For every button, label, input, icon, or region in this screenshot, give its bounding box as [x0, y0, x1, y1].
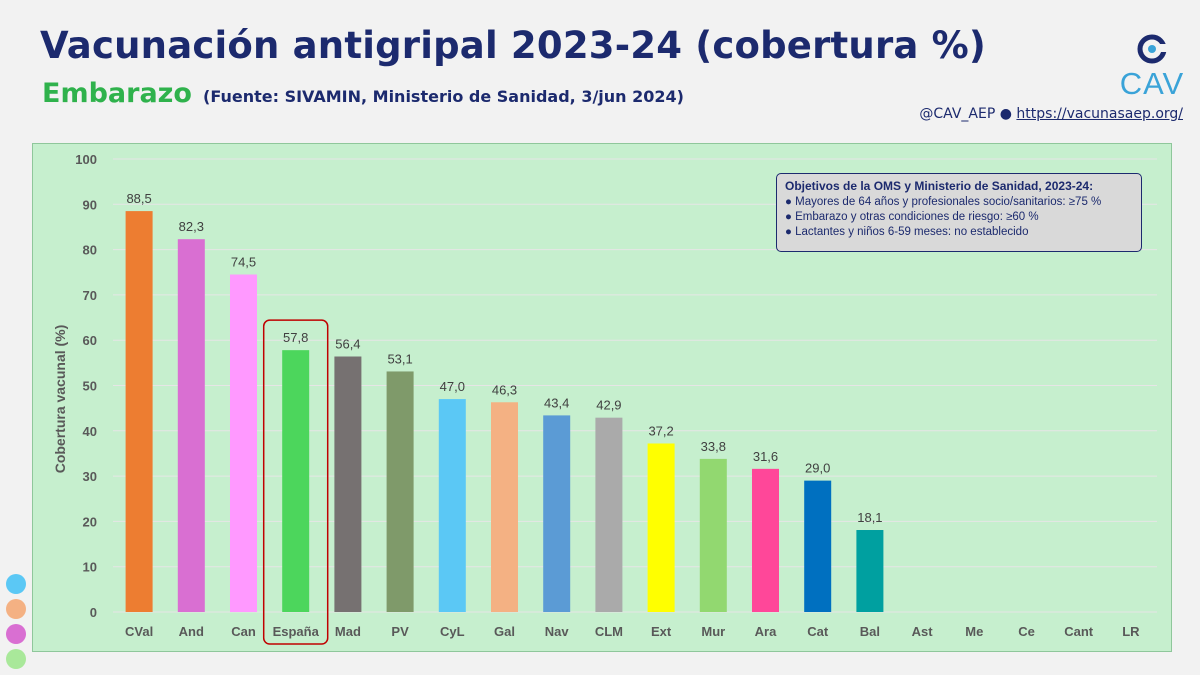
side-dots: [6, 574, 26, 674]
bar: [543, 415, 571, 612]
x-tick-label: Ara: [755, 624, 777, 639]
y-tick-label: 60: [83, 333, 97, 348]
x-tick-label: CLM: [595, 624, 623, 639]
bar-chart: 0 10 20 30 40 50 60 70 80 90 100 88,5 CVal 82,3 And 74,…: [52, 152, 1157, 645]
website-link[interactable]: https://vacunasaep.org/: [1016, 106, 1183, 122]
data-label: 42,9: [596, 398, 621, 413]
side-dot: [6, 649, 26, 669]
bar: [647, 443, 675, 612]
legend-item: ● Lactantes y niños 6-59 meses: no estab…: [785, 226, 1029, 238]
data-label: 53,1: [387, 351, 412, 366]
data-label: 29,0: [805, 461, 830, 476]
bar: [856, 530, 884, 612]
legend-title: Objetivos de la OMS y Ministerio de Sani…: [785, 179, 1094, 193]
y-tick-label: 20: [83, 514, 97, 529]
legend-item: ● Mayores de 64 años y profesionales soc…: [785, 196, 1102, 208]
data-label: 82,3: [179, 219, 204, 234]
side-dot: [6, 574, 26, 594]
x-tick-label: Mad: [335, 624, 361, 639]
bar: [334, 356, 362, 612]
page-title: Vacunación antigripal 2023-24 (cobertura…: [40, 24, 987, 67]
data-label: 47,0: [440, 379, 465, 394]
highlight-box: [262, 319, 329, 645]
credit-handle: @CAV_AEP ●: [919, 106, 1012, 122]
bar: [595, 417, 623, 612]
x-tick-label: Ast: [912, 624, 934, 639]
y-tick-label: 100: [75, 152, 97, 167]
cav-logo-icon: [1137, 34, 1168, 64]
logo-text: CAV: [1119, 66, 1185, 101]
data-label: 56,4: [335, 337, 360, 352]
x-tick-label: Cant: [1064, 624, 1094, 639]
bar: [177, 239, 205, 612]
bar: [230, 274, 257, 612]
data-label: 74,5: [231, 255, 256, 270]
x-tick-label: CVal: [125, 624, 153, 639]
x-tick-label: Gal: [494, 624, 515, 639]
bars: [125, 211, 884, 612]
x-tick-label: And: [179, 624, 204, 639]
bar: [491, 402, 518, 612]
y-tick-label: 30: [83, 469, 97, 484]
data-label: 57,8: [283, 330, 308, 345]
data-label: 31,6: [753, 449, 778, 464]
source-note: (Fuente: SIVAMIN, Ministerio de Sanidad,…: [203, 87, 684, 106]
x-tick-label: Nav: [545, 624, 570, 639]
subtitle: Embarazo: [42, 78, 192, 109]
legend-item: ● Embarazo y otras condiciones de riesgo…: [785, 211, 1039, 223]
bar: [125, 211, 153, 612]
y-tick-label: 10: [83, 560, 97, 575]
data-label: 33,8: [701, 439, 726, 454]
bar: [752, 468, 779, 612]
x-tick-label: PV: [391, 624, 409, 639]
x-tick-label: LR: [1122, 624, 1140, 639]
x-tick-label: Mur: [701, 624, 725, 639]
x-tick-label: España: [273, 624, 320, 639]
y-axis-label: Cobertura vacunal (%): [52, 325, 68, 474]
x-tick-label: Cat: [807, 624, 829, 639]
x-tick-label: Me: [965, 624, 983, 639]
side-dot: [6, 599, 26, 619]
x-tick-label: Ext: [651, 624, 672, 639]
data-label: 88,5: [126, 191, 151, 206]
y-tick-label: 50: [83, 379, 97, 394]
x-tick-label: CyL: [440, 624, 465, 639]
y-tick-label: 90: [83, 197, 97, 212]
y-tick-label: 80: [83, 243, 97, 258]
credit-line: @CAV_AEP ● https://vacunasaep.org/: [919, 106, 1183, 122]
y-tick-label: 70: [83, 288, 97, 303]
y-tick-label: 0: [90, 605, 97, 620]
x-tick-label: Can: [231, 624, 256, 639]
side-dot: [6, 624, 26, 644]
bar: [438, 399, 466, 612]
bar: [282, 350, 310, 612]
bar: [386, 371, 414, 612]
bar: [804, 480, 832, 612]
x-tick-label: Bal: [860, 624, 880, 639]
y-tick-label: 40: [83, 424, 97, 439]
x-tick-label: Ce: [1018, 624, 1035, 639]
data-label: 43,4: [544, 395, 569, 410]
data-label: 46,3: [492, 382, 517, 397]
bar: [699, 458, 727, 612]
data-label: 18,1: [857, 510, 882, 525]
labels: 0 10 20 30 40 50 60 70 80 90 100 88,5 CVal 82,3 And 74,…: [75, 152, 1140, 645]
cav-logo: CAV: [1112, 32, 1192, 102]
targets-legend-box: Objetivos de la OMS y Ministerio de Sani…: [776, 173, 1142, 252]
subtitle-row: Embarazo (Fuente: SIVAMIN, Ministerio de…: [42, 78, 684, 109]
data-label: 37,2: [648, 423, 673, 438]
